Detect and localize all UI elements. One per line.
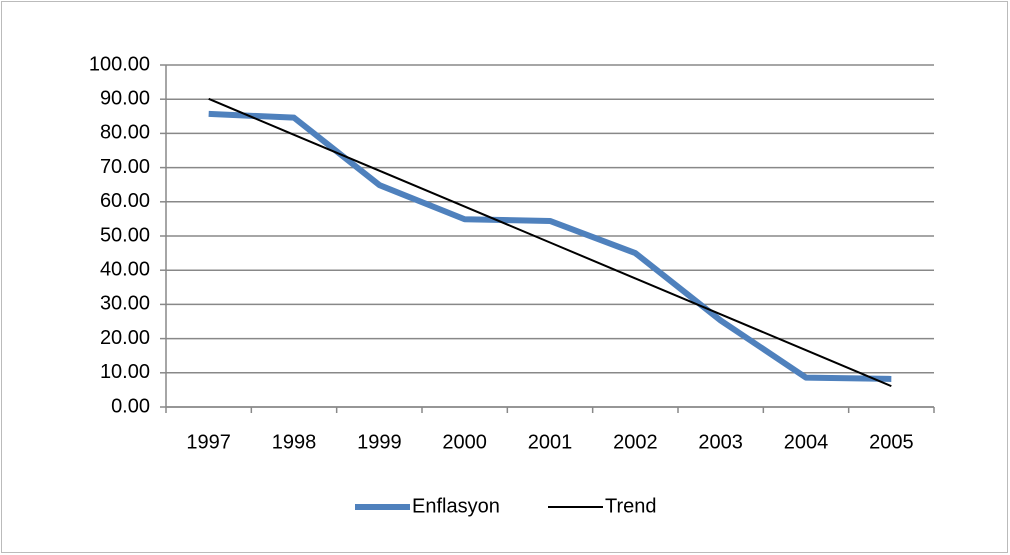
x-tick-label: 1997: [186, 431, 231, 453]
y-tick-label: 100.00: [89, 53, 150, 75]
x-tick-label: 2000: [442, 431, 487, 453]
y-tick-label: 80.00: [100, 122, 150, 144]
y-tick-label: 40.00: [100, 258, 150, 280]
x-tick-label: 2001: [528, 431, 573, 453]
y-tick-label: 10.00: [100, 361, 150, 383]
x-tick-label: 2003: [698, 431, 743, 453]
x-tick-label: 1998: [272, 431, 317, 453]
x-tick-label: 2002: [613, 431, 658, 453]
y-tick-label: 70.00: [100, 156, 150, 178]
x-tick-label: 1999: [357, 431, 402, 453]
legend-label: Trend: [605, 495, 657, 517]
y-tick-label: 30.00: [100, 293, 150, 315]
y-tick-label: 60.00: [100, 190, 150, 212]
y-tick-label: 90.00: [100, 87, 150, 109]
x-tick-label: 2005: [869, 431, 914, 453]
series-line: [208, 110, 892, 382]
x-tick-label: 2004: [784, 431, 829, 453]
y-tick-label: 20.00: [100, 327, 150, 349]
legend-label: Enflasyon: [412, 495, 500, 517]
y-tick-label: 50.00: [100, 224, 150, 246]
y-tick-label: 0.00: [111, 395, 150, 417]
series-line: [208, 97, 892, 388]
